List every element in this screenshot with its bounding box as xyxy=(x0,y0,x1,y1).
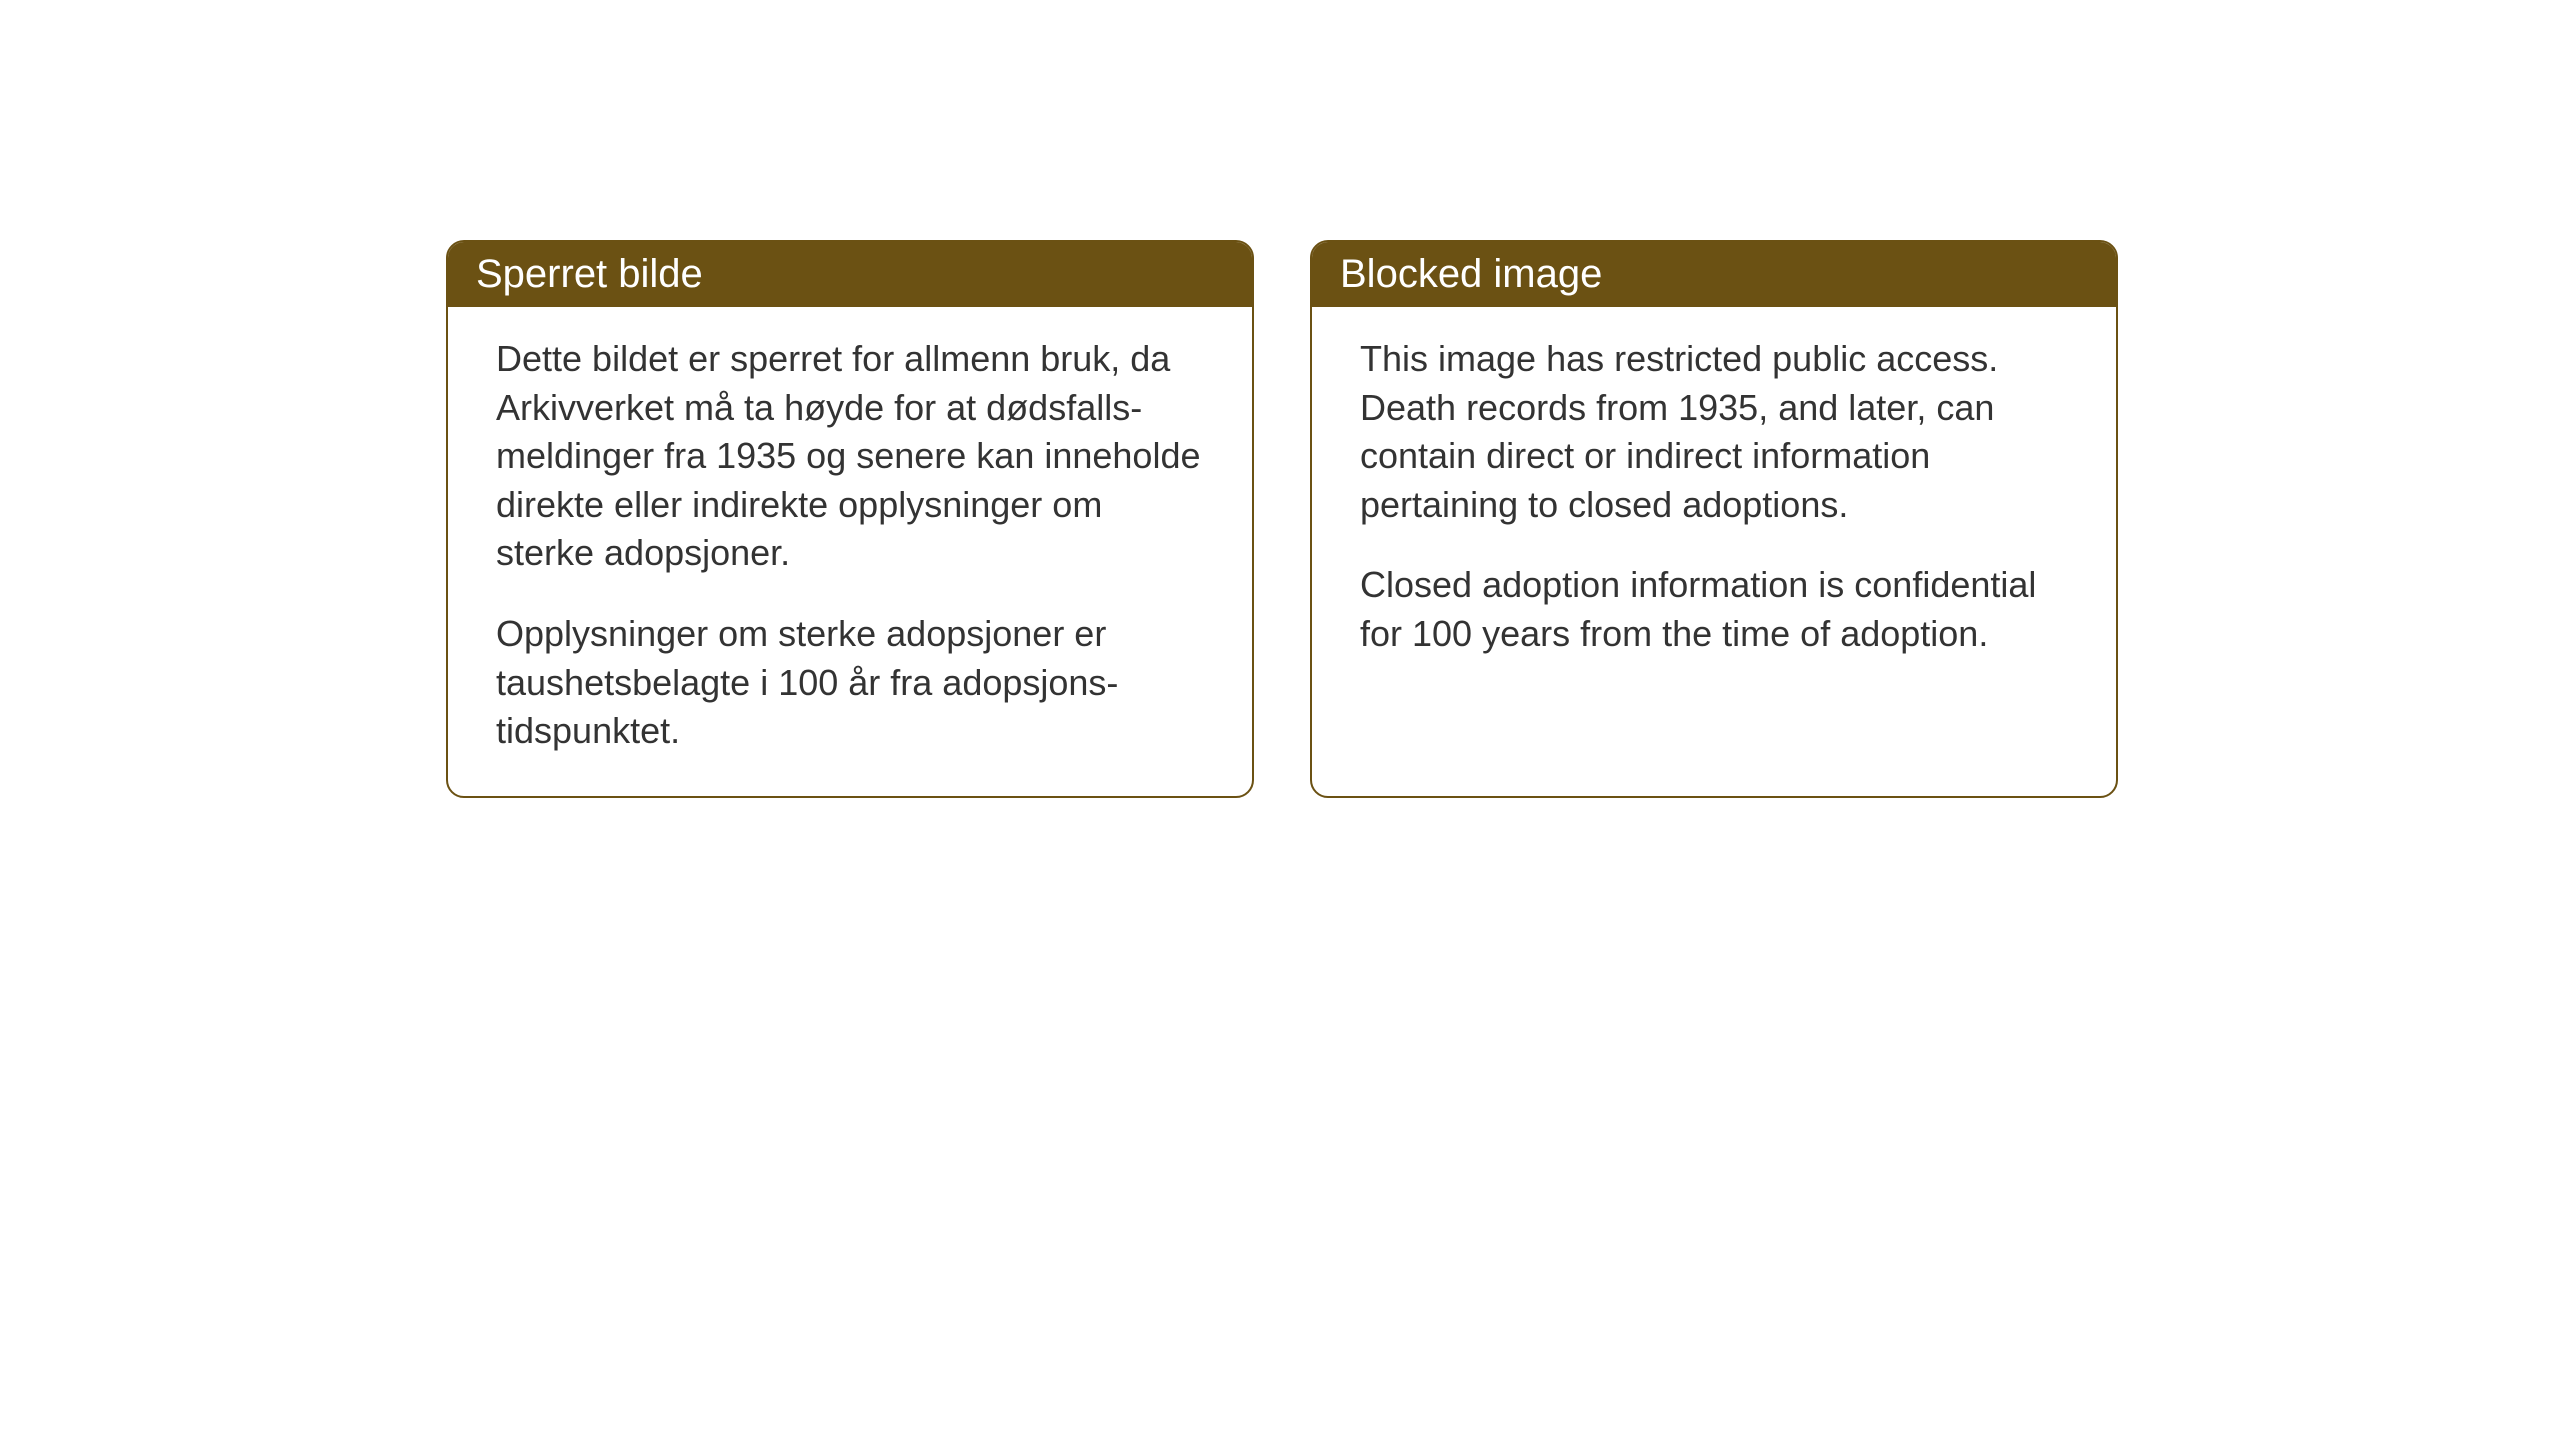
card-paragraph: Closed adoption information is confident… xyxy=(1360,561,2068,658)
card-title: Blocked image xyxy=(1340,252,1602,296)
card-body-norwegian: Dette bildet er sperret for allmenn bruk… xyxy=(448,307,1252,796)
card-paragraph: This image has restricted public access.… xyxy=(1360,335,2068,529)
notice-card-english: Blocked image This image has restricted … xyxy=(1310,240,2118,798)
card-paragraph: Dette bildet er sperret for allmenn bruk… xyxy=(496,335,1204,578)
card-title: Sperret bilde xyxy=(476,252,703,296)
notice-card-norwegian: Sperret bilde Dette bildet er sperret fo… xyxy=(446,240,1254,798)
notice-cards-container: Sperret bilde Dette bildet er sperret fo… xyxy=(446,240,2118,798)
card-paragraph: Opplysninger om sterke adopsjoner er tau… xyxy=(496,610,1204,756)
card-header-english: Blocked image xyxy=(1312,242,2116,307)
card-header-norwegian: Sperret bilde xyxy=(448,242,1252,307)
card-body-english: This image has restricted public access.… xyxy=(1312,307,2116,699)
